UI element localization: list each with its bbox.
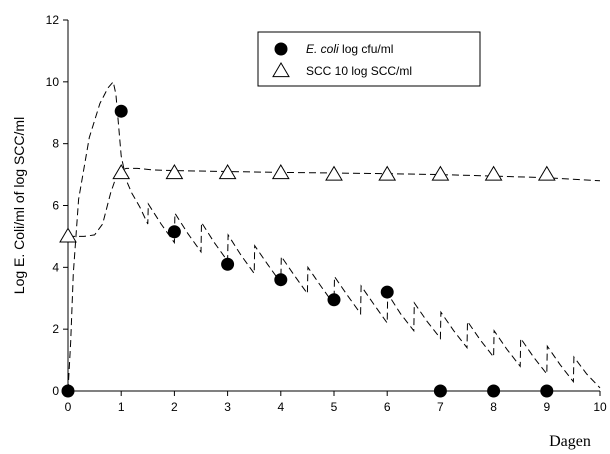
- legend-box: [257, 31, 481, 87]
- fitted-curve: [68, 167, 601, 237]
- legend-label: E. coli log cfu/ml: [306, 42, 393, 56]
- x-tick-label: 7: [437, 400, 444, 414]
- data-point-scc: [112, 164, 131, 180]
- x-tick-label: 4: [277, 400, 284, 414]
- data-point-scc: [271, 164, 290, 180]
- x-tick-label: 3: [224, 400, 231, 414]
- x-axis-label: Dagen: [549, 433, 591, 450]
- y-tick-label: 0: [52, 384, 59, 398]
- data-point-ecoli: [327, 293, 341, 307]
- data-points: [59, 104, 556, 398]
- legend-marker-ecoli: [274, 42, 288, 56]
- data-point-ecoli: [221, 257, 235, 271]
- x-tick-label: 0: [65, 400, 72, 414]
- data-point-ecoli: [487, 384, 501, 398]
- y-tick-label: 4: [52, 260, 59, 274]
- x-tick-label: 5: [331, 400, 338, 414]
- y-tick-label: 8: [52, 137, 59, 151]
- data-point-scc: [218, 164, 237, 180]
- legend: E. coli log cfu/ml SCC 10 log SCC/ml: [257, 31, 481, 87]
- data-point-ecoli: [114, 104, 128, 118]
- data-point-ecoli: [61, 384, 75, 398]
- x-tick-label: 8: [490, 400, 497, 414]
- y-tick-label: 2: [52, 322, 59, 336]
- data-point-scc: [165, 164, 184, 180]
- fitted-curves: [67, 80, 601, 392]
- data-point-ecoli: [380, 285, 394, 299]
- data-point-scc: [378, 165, 397, 181]
- data-point-ecoli: [167, 225, 181, 239]
- data-point-scc: [431, 165, 450, 181]
- data-point-scc: [59, 227, 77, 243]
- data-point-ecoli: [433, 384, 447, 398]
- fitted-curve: [67, 80, 601, 392]
- data-point-scc: [325, 165, 343, 181]
- legend-label: SCC 10 log SCC/ml: [306, 64, 412, 78]
- data-point-scc: [484, 165, 503, 181]
- data-point-ecoli: [274, 273, 288, 287]
- y-tick-label: 6: [52, 199, 59, 213]
- x-tick-label: 6: [384, 400, 391, 414]
- x-tick-label: 10: [593, 400, 607, 414]
- legend-marker-scc: [272, 62, 290, 78]
- x-tick-label: 2: [171, 400, 178, 414]
- y-tick-label: 10: [46, 75, 60, 89]
- data-point-ecoli: [540, 384, 554, 398]
- data-point-scc: [537, 165, 556, 181]
- x-tick-label: 1: [118, 400, 125, 414]
- y-axis-label: Log E. Coli/ml of log SCC/ml: [11, 117, 27, 294]
- y-tick-label: 12: [46, 13, 60, 27]
- x-tick-label: 9: [543, 400, 550, 414]
